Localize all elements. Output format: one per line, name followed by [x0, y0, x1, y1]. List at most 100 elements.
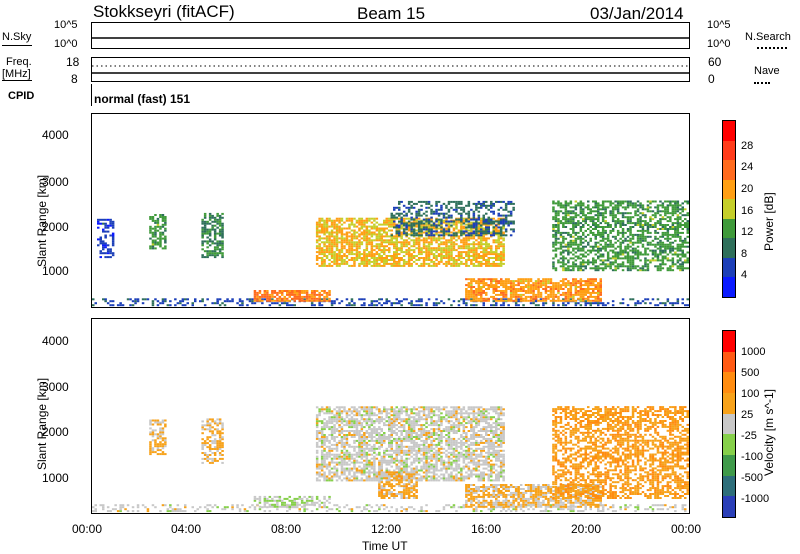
heatmap-cell [594, 284, 597, 287]
heatmap-cell [666, 237, 670, 240]
heatmap-cell [497, 237, 500, 240]
heatmap-cell [649, 218, 652, 221]
heatmap-cell [283, 290, 286, 292]
heatmap-cell [119, 506, 122, 509]
heatmap-cell [574, 239, 578, 242]
heatmap-cell [502, 291, 505, 294]
heatmap-cell [208, 510, 212, 513]
nave-tick-top: 60 [708, 55, 722, 69]
heatmap-cell [485, 284, 488, 287]
heatmap-cell [437, 224, 441, 227]
heatmap-cell [273, 299, 277, 302]
heatmap-cell [452, 221, 456, 224]
heatmap-cell [644, 239, 647, 242]
heatmap-cell [164, 223, 167, 226]
heatmap-cell [569, 504, 573, 507]
heatmap-cell [395, 245, 398, 248]
heatmap-cell [462, 251, 466, 254]
heatmap-cell [271, 497, 274, 500]
heatmap-cell [621, 261, 625, 264]
heatmap-cell [410, 212, 413, 215]
heatmap-cell [676, 222, 680, 225]
heatmap-cell [567, 202, 570, 205]
heatmap-cell [400, 231, 403, 234]
heatmap-cell [149, 217, 152, 220]
heatmap-cell [146, 510, 150, 513]
heatmap-cell [161, 443, 165, 446]
heatmap-cell [636, 220, 640, 223]
heatmap-cell [634, 224, 637, 226]
heatmap-cell [303, 299, 306, 302]
heatmap-cell [360, 510, 364, 513]
heatmap-cell [208, 448, 212, 450]
heatmap-cell [273, 302, 277, 305]
heatmap-cell [340, 249, 344, 252]
heatmap-cell [587, 291, 590, 294]
heatmap-cell [343, 237, 346, 240]
heatmap-cell [475, 264, 478, 267]
heatmap-cell [450, 200, 453, 203]
heatmap-cell [452, 243, 456, 246]
heatmap-cell [495, 229, 498, 232]
heatmap-cell [470, 293, 473, 296]
heatmap-cell [606, 302, 610, 305]
heatmap-cell [208, 228, 212, 231]
heatmap-cell [599, 204, 602, 207]
heatmap-cell [380, 235, 383, 238]
heatmap-cell [211, 457, 214, 460]
heatmap-cell [447, 255, 451, 257]
heatmap-cell [447, 504, 451, 507]
heatmap-cell [350, 235, 354, 238]
heatmap-cell [671, 249, 675, 252]
heatmap-cell [417, 220, 421, 223]
heatmap-cell [368, 260, 371, 263]
heatmap-cell [206, 298, 209, 301]
heatmap-cell [261, 293, 264, 296]
heatmap-cell [686, 251, 689, 254]
heatmap-cell [564, 214, 568, 217]
heatmap-cell [119, 304, 122, 307]
heatmap-cell [639, 202, 642, 205]
heatmap-cell [395, 510, 398, 513]
heatmap-cell [271, 299, 274, 302]
heatmap-cell [611, 261, 615, 264]
heatmap-cell [94, 508, 97, 511]
heatmap-cell [206, 228, 209, 231]
heatmap-cell [221, 450, 224, 452]
heatmap-cell [579, 293, 583, 296]
heatmap-cell [636, 222, 640, 225]
heatmap-cell [601, 218, 605, 221]
heatmap-cell [482, 239, 485, 242]
heatmap-cell [507, 288, 510, 290]
heatmap-cell [422, 219, 426, 222]
heatmap-cell [559, 204, 563, 207]
heatmap-cell [659, 228, 662, 230]
heatmap-cell [154, 219, 157, 222]
heatmap-cell [512, 284, 515, 287]
heatmap-cell [597, 218, 600, 221]
heatmap-cell [373, 219, 376, 222]
heatmap-cell [641, 267, 645, 270]
heatmap-cell [258, 497, 262, 500]
heatmap-cell [136, 298, 140, 301]
heatmap-cell [504, 291, 508, 294]
heatmap-cell [370, 257, 374, 259]
heatmap-cell [211, 240, 214, 243]
heatmap-cell [176, 504, 180, 507]
heatmap-cell [669, 237, 672, 240]
heatmap-cell [674, 229, 677, 232]
heatmap-cell [94, 504, 97, 507]
heatmap-cell [629, 255, 632, 258]
heatmap-cell [557, 224, 560, 226]
heatmap-cell [447, 223, 451, 226]
heatmap-cell [616, 257, 620, 260]
heatmap-cell [296, 290, 299, 292]
heatmap-cell [432, 257, 436, 259]
heatmap-cell [681, 245, 684, 248]
heatmap-cell [218, 252, 222, 255]
heatmap-cell [567, 282, 570, 285]
heatmap-cell [654, 231, 657, 234]
heatmap-cell [592, 220, 595, 223]
heatmap-cell [457, 212, 461, 215]
heatmap-cell [601, 245, 605, 248]
